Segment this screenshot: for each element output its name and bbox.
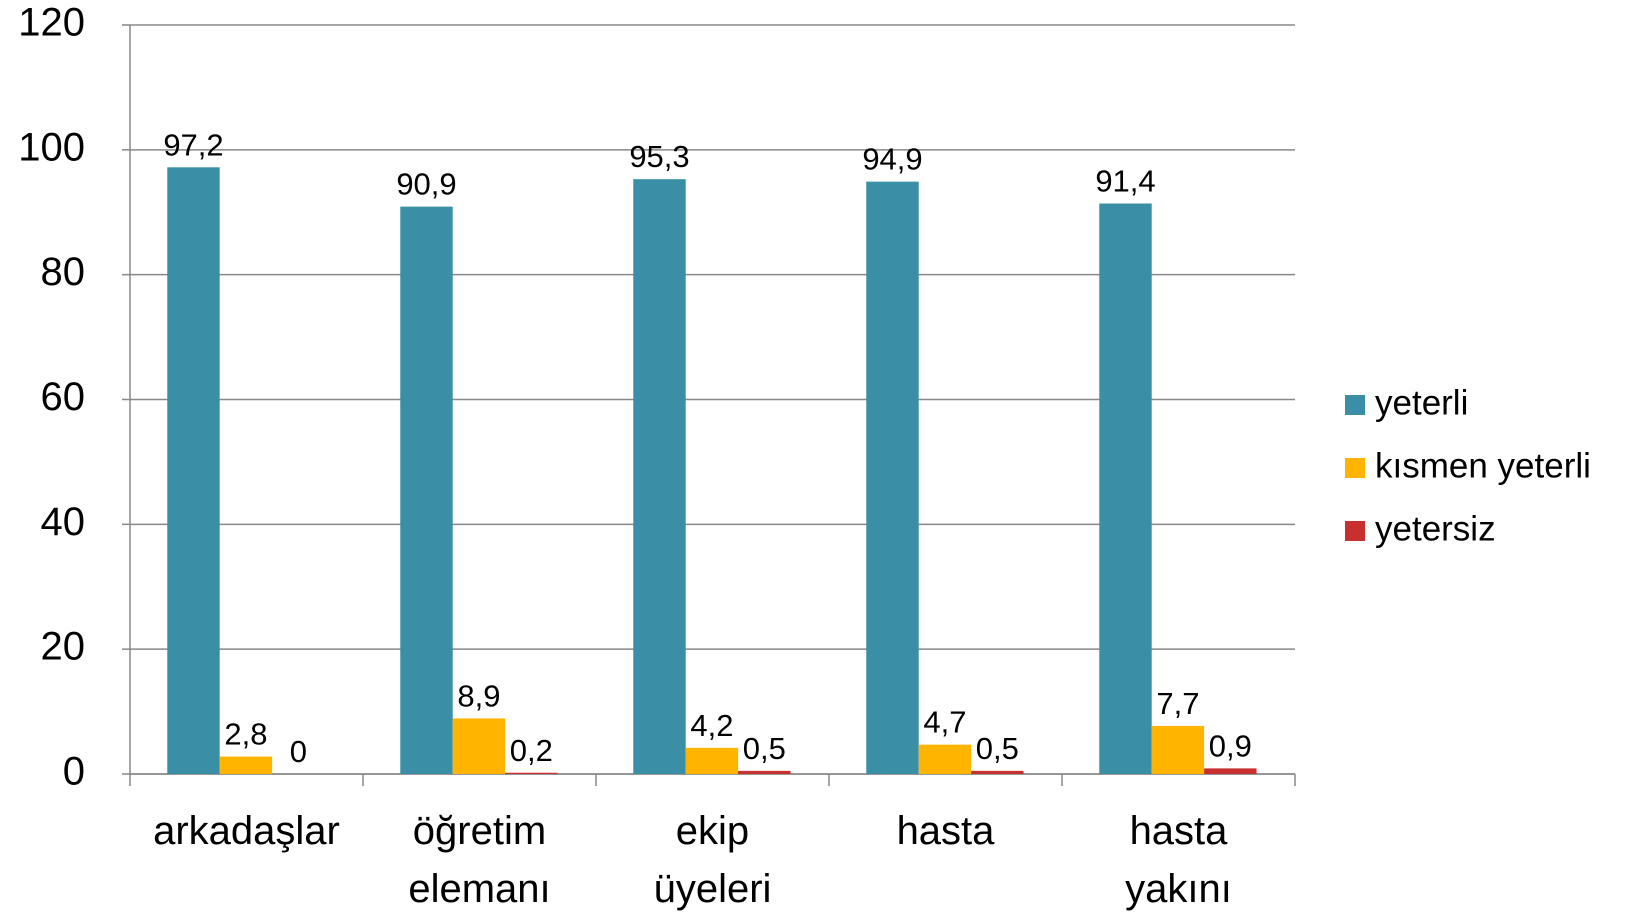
bar [452,718,506,774]
bar [866,181,919,774]
legend-swatch [1345,395,1365,415]
value-label: 0,5 [976,731,1019,766]
value-label: 4,7 [923,705,966,740]
value-label: 0 [290,734,307,769]
y-tick-label: 0 [63,750,85,794]
value-label: 4,2 [690,708,733,743]
bar [738,770,791,774]
bar [918,744,972,774]
x-tick-label: arkadaşlar [153,809,340,853]
value-label: 0,2 [510,733,553,768]
value-label: 90,9 [396,167,456,202]
legend-label: yeterli [1375,383,1468,422]
value-label: 7,7 [1156,686,1199,721]
value-label: 2,8 [224,717,267,752]
y-tick-label: 80 [41,250,86,294]
bar [400,206,453,774]
legend-swatch [1345,458,1365,478]
y-tick-label: 60 [41,375,86,419]
value-label: 0,9 [1209,728,1252,763]
x-tick-label: ekip üyeleri [654,809,772,911]
x-tick-label: hasta yakını [1125,809,1232,911]
bar [1204,768,1257,774]
bar [1151,725,1205,774]
y-tick-label: 100 [18,125,85,169]
value-label: 95,3 [629,139,689,174]
y-tick-label: 20 [41,625,86,669]
bar [167,167,220,774]
value-label: 97,2 [163,127,223,162]
bar [633,179,686,774]
bar [219,756,273,774]
legend-swatch [1345,521,1365,541]
y-tick-label: 40 [41,500,86,544]
x-tick-label: hasta [897,809,996,853]
y-tick-label: 120 [18,1,85,45]
bar [1099,203,1152,775]
bar [505,772,558,774]
bar [971,770,1024,774]
value-label: 0,5 [743,731,786,766]
x-tick-label: öğretim elemanı [408,809,550,911]
value-label: 91,4 [1095,164,1155,199]
bar [685,747,739,774]
legend-label: yetersiz [1375,509,1496,548]
value-label: 94,9 [862,142,922,177]
legend-label: kısmen yeterli [1375,446,1591,485]
value-label: 8,9 [457,678,500,713]
